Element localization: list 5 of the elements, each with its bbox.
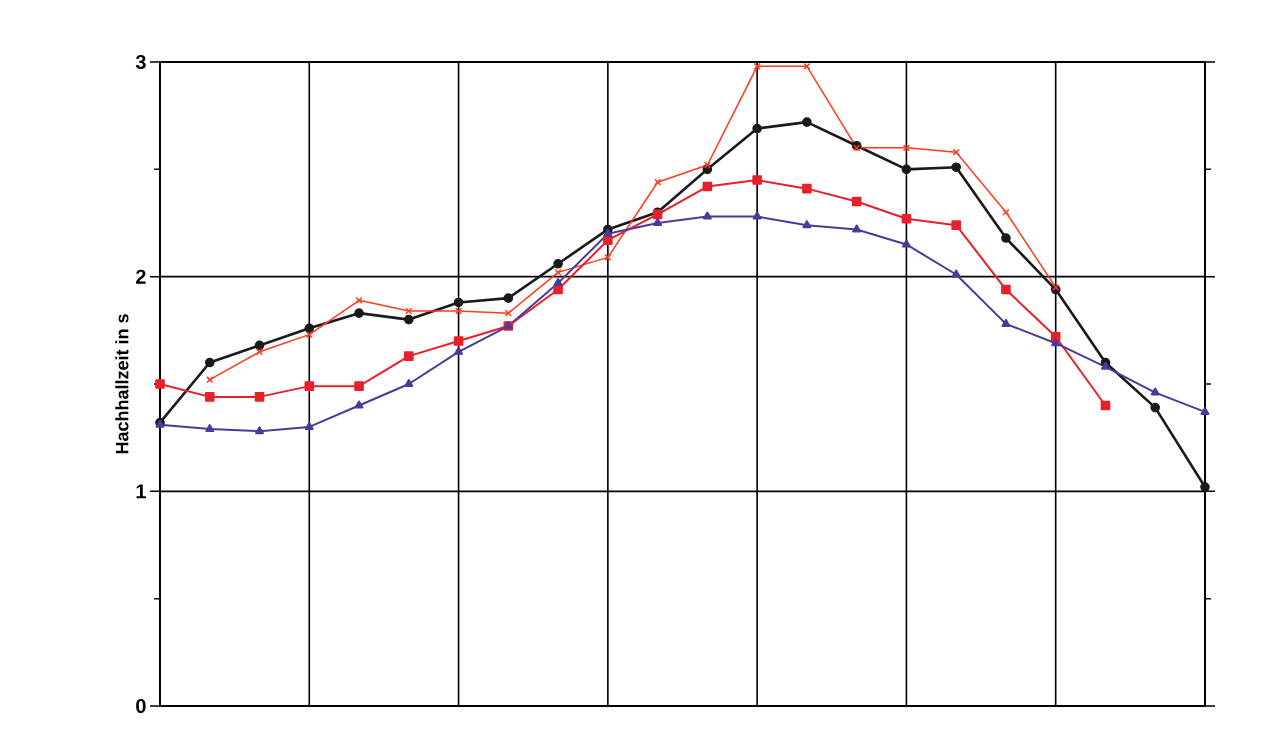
y-tick-label: 0 [136, 698, 146, 714]
y-tick-label: 1 [136, 484, 146, 499]
y-tick-label: 2 [136, 269, 146, 284]
y-tick-label: 3 [135, 54, 146, 70]
y-axis-title: Hachhallzeit in s [115, 314, 129, 454]
